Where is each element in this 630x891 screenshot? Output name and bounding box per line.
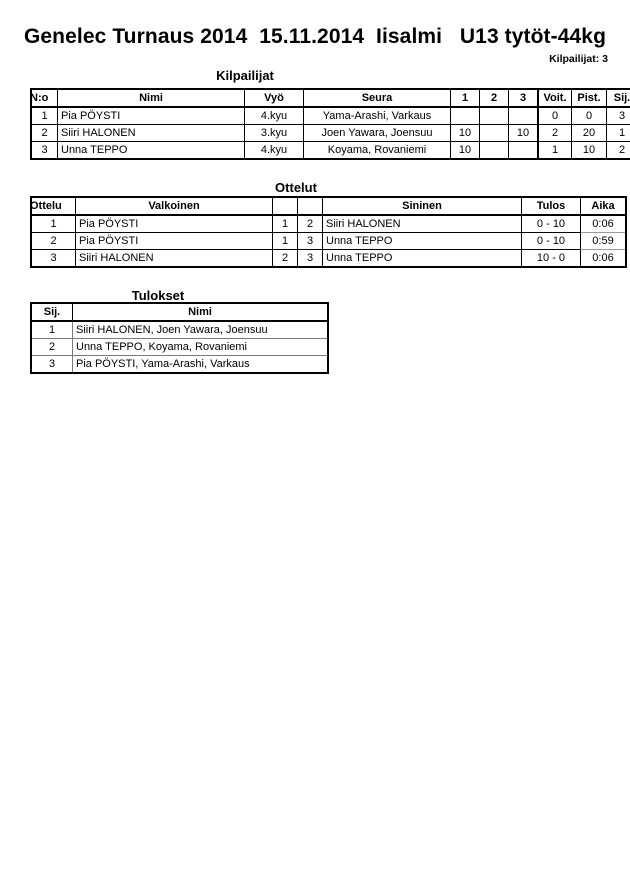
cell-blue: Unna TEPPO <box>322 232 522 250</box>
column-header-belt: Vyö <box>244 88 304 108</box>
cell-blue: Unna TEPPO <box>322 249 522 268</box>
column-header-match-2: 2 <box>479 88 509 108</box>
cell-match: 2 <box>30 232 76 250</box>
cell-points: 10 <box>571 141 607 160</box>
cell-place: 2 <box>30 338 73 356</box>
column-header-place: Sij. <box>606 88 630 108</box>
table-row: 2 Unna TEPPO, Koyama, Rovaniemi <box>30 338 329 356</box>
table-header-row: N:o Nimi Vyö Seura 1 2 3 Voit. Pist. Sij… <box>30 88 630 108</box>
cell-belt: 3.kyu <box>244 124 304 142</box>
table-row: 3 Siiri HALONEN 2 3 Unna TEPPO 10 - 0 0:… <box>30 249 627 268</box>
cell-no: 2 <box>30 124 58 142</box>
column-header-points: Pist. <box>571 88 607 108</box>
cell-white-no: 1 <box>272 214 298 233</box>
cell-name: Pia PÖYSTI <box>57 106 245 125</box>
cell-white: Pia PÖYSTI <box>75 214 273 233</box>
competitors-table: N:o Nimi Vyö Seura 1 2 3 Voit. Pist. Sij… <box>30 88 630 160</box>
cell-match-1: 10 <box>450 141 480 160</box>
cell-match-2 <box>479 124 509 142</box>
cell-place: 2 <box>606 141 630 160</box>
cell-time: 0:06 <box>580 249 627 268</box>
cell-blue-no: 3 <box>297 232 323 250</box>
column-header-white-no <box>272 196 298 216</box>
cell-no: 1 <box>30 106 58 125</box>
results-table: Sij. Nimi 1 Siiri HALONEN, Joen Yawara, … <box>30 302 329 374</box>
cell-name: Pia PÖYSTI, Yama-Arashi, Varkaus <box>72 355 329 374</box>
cell-belt: 4.kyu <box>244 141 304 160</box>
results-section-caption: Tulokset <box>131 288 185 303</box>
cell-match-1 <box>450 106 480 125</box>
cell-white: Siiri HALONEN <box>75 249 273 268</box>
column-header-match: Ottelu <box>30 196 76 216</box>
column-header-name: Nimi <box>57 88 245 108</box>
cell-match-2 <box>479 106 509 125</box>
cell-match-3 <box>508 106 539 125</box>
cell-blue: Siiri HALONEN <box>322 214 522 233</box>
cell-blue-no: 2 <box>297 214 323 233</box>
matches-table: Ottelu Valkoinen Sininen Tulos Aika 1 Pi… <box>30 196 627 268</box>
cell-name: Unna TEPPO, Koyama, Rovaniemi <box>72 338 329 356</box>
cell-match: 1 <box>30 214 76 233</box>
cell-name: Unna TEPPO <box>57 141 245 160</box>
cell-no: 3 <box>30 141 58 160</box>
cell-club: Joen Yawara, Joensuu <box>303 124 451 142</box>
cell-match-3: 10 <box>508 124 539 142</box>
column-header-club: Seura <box>303 88 451 108</box>
table-row: 2 Siiri HALONEN 3.kyu Joen Yawara, Joens… <box>30 124 630 142</box>
cell-white-no: 1 <box>272 232 298 250</box>
cell-club: Koyama, Rovaniemi <box>303 141 451 160</box>
table-row: 3 Pia PÖYSTI, Yama-Arashi, Varkaus <box>30 355 329 374</box>
column-header-wins: Voit. <box>537 88 572 108</box>
cell-match-2 <box>479 141 509 160</box>
column-header-result: Tulos <box>521 196 581 216</box>
cell-club: Yama-Arashi, Varkaus <box>303 106 451 125</box>
cell-place: 3 <box>606 106 630 125</box>
table-header-row: Ottelu Valkoinen Sininen Tulos Aika <box>30 196 627 216</box>
column-header-time: Aika <box>580 196 627 216</box>
cell-time: 0:59 <box>580 232 627 250</box>
table-row: 2 Pia PÖYSTI 1 3 Unna TEPPO 0 - 10 0:59 <box>30 232 627 250</box>
cell-belt: 4.kyu <box>244 106 304 125</box>
matches-section-caption: Ottelut <box>275 180 317 195</box>
table-header-row: Sij. Nimi <box>30 302 329 322</box>
table-row: 1 Pia PÖYSTI 4.kyu Yama-Arashi, Varkaus … <box>30 106 630 125</box>
cell-match: 3 <box>30 249 76 268</box>
cell-match-1: 10 <box>450 124 480 142</box>
competitor-count-label: Kilpailijat: 3 <box>549 53 608 65</box>
column-header-match-3: 3 <box>508 88 539 108</box>
column-header-match-1: 1 <box>450 88 480 108</box>
cell-name: Siiri HALONEN, Joen Yawara, Joensuu <box>72 320 329 339</box>
cell-result: 10 - 0 <box>521 249 581 268</box>
table-row: 1 Siiri HALONEN, Joen Yawara, Joensuu <box>30 320 329 339</box>
cell-wins: 2 <box>537 124 572 142</box>
cell-name: Siiri HALONEN <box>57 124 245 142</box>
cell-match-3 <box>508 141 539 160</box>
page-title: Genelec Turnaus 2014 15.11.2014 Iisalmi … <box>23 25 607 48</box>
cell-time: 0:06 <box>580 214 627 233</box>
table-row: 1 Pia PÖYSTI 1 2 Siiri HALONEN 0 - 10 0:… <box>30 214 627 233</box>
column-header-place: Sij. <box>30 302 73 322</box>
cell-wins: 1 <box>537 141 572 160</box>
column-header-white: Valkoinen <box>75 196 273 216</box>
column-header-no: N:o <box>30 88 58 108</box>
cell-place: 1 <box>606 124 630 142</box>
cell-points: 20 <box>571 124 607 142</box>
cell-place: 1 <box>30 320 73 339</box>
cell-white-no: 2 <box>272 249 298 268</box>
column-header-blue: Sininen <box>322 196 522 216</box>
column-header-name: Nimi <box>72 302 329 322</box>
cell-wins: 0 <box>537 106 572 125</box>
cell-white: Pia PÖYSTI <box>75 232 273 250</box>
competitors-section-caption: Kilpailijat <box>216 68 274 83</box>
table-row: 3 Unna TEPPO 4.kyu Koyama, Rovaniemi 10 … <box>30 141 630 160</box>
cell-result: 0 - 10 <box>521 214 581 233</box>
cell-place: 3 <box>30 355 73 374</box>
cell-result: 0 - 10 <box>521 232 581 250</box>
cell-blue-no: 3 <box>297 249 323 268</box>
column-header-blue-no <box>297 196 323 216</box>
cell-points: 0 <box>571 106 607 125</box>
